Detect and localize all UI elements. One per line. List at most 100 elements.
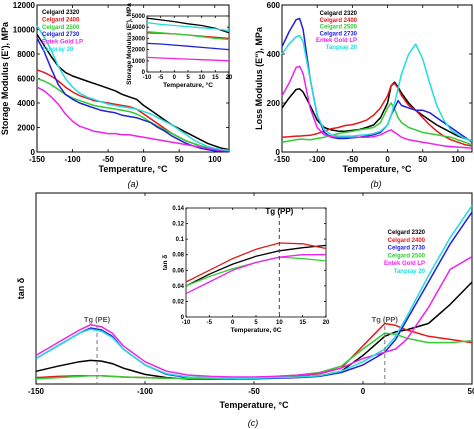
legend-entry: Celgard 2500 bbox=[388, 253, 426, 259]
y-axis-label: Loss Modulus (E"), MPa bbox=[254, 26, 264, 130]
x-tick-label: -50 bbox=[248, 387, 260, 396]
panel-a: -150 -100 -50 0 50 10002000400060008000100001… bbox=[0, 1, 233, 189]
x-tick-label: -5 bbox=[158, 75, 164, 81]
series-line-tanpray-20 bbox=[35, 205, 473, 380]
series-line-entek-gold-lp bbox=[185, 254, 326, 295]
legend-entry: Celgard 2730 bbox=[388, 246, 426, 252]
y-tick-label: 12000 bbox=[13, 1, 36, 10]
x-tick-label: -150 bbox=[274, 155, 291, 164]
y-tick-label: 0.02 bbox=[172, 299, 184, 305]
x-axis-label: Temperature, 0C bbox=[231, 327, 282, 334]
x-tick-label: -50 bbox=[102, 155, 114, 164]
x-tick-label: -150 bbox=[29, 155, 46, 164]
y-axis-label: tan δ bbox=[16, 277, 26, 299]
panel-label: (a) bbox=[128, 179, 139, 189]
y-tick-label: 10000 bbox=[13, 26, 36, 35]
legend-entry: Celgard 2400 bbox=[320, 18, 358, 24]
y-tick-label: 5000 bbox=[132, 14, 146, 20]
x-tick-label: 100 bbox=[451, 155, 465, 164]
x-tick-label: 20 bbox=[226, 75, 233, 81]
y-tick-label: 3000 bbox=[132, 36, 146, 42]
x-tick-label: -50 bbox=[347, 155, 359, 164]
x-tick-label: -10 bbox=[143, 75, 152, 81]
series-line-celgard-2400 bbox=[281, 82, 473, 147]
y-tick-label: 0.06 bbox=[172, 268, 184, 274]
y-tick-label: 0.08 bbox=[172, 253, 184, 259]
series-line-entek-gold-lp bbox=[36, 86, 230, 152]
series-line-celgard-2320 bbox=[36, 33, 230, 151]
x-tick-label: 15 bbox=[299, 320, 306, 326]
y-tick-label: 0 bbox=[142, 70, 146, 76]
x-tick-label: 5 bbox=[254, 320, 258, 326]
x-tick-label: 50 bbox=[175, 155, 184, 164]
y-tick-label: 1000 bbox=[132, 59, 146, 65]
y-tick-label: 2000 bbox=[132, 48, 146, 54]
x-tick-label: 0 bbox=[361, 387, 366, 396]
legend-entry: Celgard 2730 bbox=[42, 32, 80, 38]
y-tick-label: 2000 bbox=[17, 124, 35, 133]
y-tick-label: 6000 bbox=[17, 75, 35, 84]
series-line-celgard-2500 bbox=[281, 102, 473, 146]
inset-tg-annotation: Tg (PP) bbox=[265, 207, 293, 216]
legend-entry: Celgard 2320 bbox=[320, 11, 358, 17]
series-line-celgard-2730 bbox=[146, 42, 230, 51]
x-tick-label: 0 bbox=[141, 155, 146, 164]
tg-annotation: Tg (PE) bbox=[84, 315, 111, 324]
x-tick-label: 15 bbox=[212, 75, 219, 81]
x-tick-label: -100 bbox=[137, 387, 154, 396]
y-tick-label: 600 bbox=[267, 1, 281, 10]
x-tick-label: 0 bbox=[173, 75, 177, 81]
series-line-tanpray-20 bbox=[281, 34, 473, 142]
y-tick-label: 8000 bbox=[17, 50, 35, 59]
legend-entry: Tanpray 20 bbox=[42, 47, 74, 53]
tg-annotation: Tg (PP) bbox=[372, 315, 399, 324]
series-line-celgard-2400 bbox=[185, 242, 327, 283]
series-line-tanpray-20 bbox=[146, 22, 230, 32]
y-tick-label: 0.04 bbox=[172, 284, 184, 290]
y-axis-label: Storage Modulus (E'), MPa bbox=[126, 3, 133, 85]
y-axis-label: Storage Modulus (E'), MPa bbox=[0, 21, 10, 135]
series-line-celgard-2320 bbox=[185, 244, 327, 287]
legend-entry: Celgard 2320 bbox=[42, 10, 80, 16]
y-tick-label: 0.1 bbox=[176, 237, 185, 243]
plot-frame bbox=[281, 4, 473, 153]
panel-label: (c) bbox=[248, 418, 259, 428]
legend-entry: Entek Gold LP bbox=[316, 38, 357, 44]
x-tick-label: 100 bbox=[208, 155, 222, 164]
y-tick-label: 0.14 bbox=[172, 206, 184, 212]
legend-entry: Celgard 2500 bbox=[320, 25, 358, 31]
series-line-tanpray-20 bbox=[36, 25, 230, 151]
y-tick-label: 0 bbox=[31, 148, 36, 157]
legend-entry: Entek Gold LP bbox=[384, 261, 425, 267]
legend-entry: Celgard 2500 bbox=[42, 25, 80, 31]
x-axis-label: Temperature, °C bbox=[343, 164, 412, 174]
x-tick-label: -5 bbox=[207, 320, 213, 326]
panel-b: -150 -100 -50 0 50 100 0 200 400 600 Temperature, … bbox=[254, 1, 473, 189]
inset-a: -10 -5 0 5 10 15 20 0 1000 2000 3000 4000 5000 Temper… bbox=[126, 3, 233, 89]
series-line-entek-gold-lp bbox=[146, 56, 230, 62]
legend-entry: Celgard 2400 bbox=[42, 17, 80, 23]
y-tick-label: 200 bbox=[267, 99, 281, 108]
legend-entry: Tanpray 20 bbox=[394, 269, 426, 275]
x-tick-label: 50 bbox=[418, 155, 427, 164]
panel-label: (b) bbox=[371, 179, 382, 189]
x-tick-label: -100 bbox=[309, 155, 326, 164]
y-tick-label: 4000 bbox=[17, 99, 35, 108]
y-tick-label: 0 bbox=[181, 315, 185, 321]
legend-entry: Celgard 2400 bbox=[388, 238, 426, 244]
x-tick-label: 10 bbox=[198, 75, 205, 81]
x-tick-label: 5 bbox=[186, 75, 190, 81]
y-tick-label: 0 bbox=[276, 148, 281, 157]
legend-entry: Entek Gold LP bbox=[42, 40, 83, 46]
x-tick-label: 0 bbox=[231, 320, 235, 326]
x-tick-label: 10 bbox=[276, 320, 283, 326]
series-line-entek-gold-lp bbox=[35, 256, 473, 378]
x-tick-label: 20 bbox=[323, 320, 330, 326]
legend-entry: Tanpray 20 bbox=[326, 45, 358, 51]
x-axis-label: Temperature, °C bbox=[163, 81, 213, 89]
x-tick-label: 0 bbox=[385, 155, 390, 164]
y-tick-label: 0.12 bbox=[172, 222, 184, 228]
x-tick-label: -150 bbox=[28, 387, 45, 396]
